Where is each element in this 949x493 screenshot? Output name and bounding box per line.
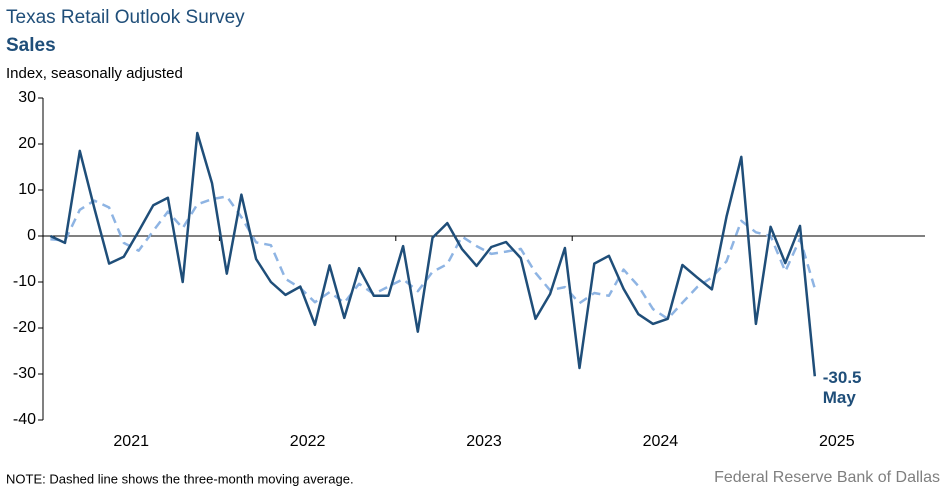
x-tick-label: 2025 <box>819 433 855 450</box>
note: NOTE: Dashed line shows the three-month … <box>6 471 354 486</box>
sales-line <box>49 131 817 377</box>
y-axis-label: Index, seasonally adjusted <box>6 65 183 82</box>
annotation: May <box>823 388 857 407</box>
x-tick-label: 2024 <box>643 433 679 450</box>
y-tick-label: -40 <box>13 411 36 428</box>
source: Federal Reserve Bank of Dallas <box>714 469 940 486</box>
y-tick-label: -10 <box>13 273 36 290</box>
x-tick-label: 2021 <box>113 433 149 450</box>
chart-subtitle: Sales <box>6 35 56 56</box>
data-label: -30.5 <box>823 368 862 387</box>
y-tick-label: 10 <box>18 181 36 198</box>
y-tick-label: 30 <box>18 89 36 106</box>
x-tick-label: 2022 <box>290 433 326 450</box>
y-tick-label: -20 <box>13 319 36 336</box>
y-tick-label: -30 <box>13 365 36 382</box>
chart-title: Texas Retail Outlook Survey <box>6 7 245 28</box>
y-tick-label: 0 <box>27 227 36 244</box>
x-tick-label: 2023 <box>466 433 502 450</box>
y-tick-label: 20 <box>18 135 36 152</box>
moving-average-line <box>50 195 816 321</box>
